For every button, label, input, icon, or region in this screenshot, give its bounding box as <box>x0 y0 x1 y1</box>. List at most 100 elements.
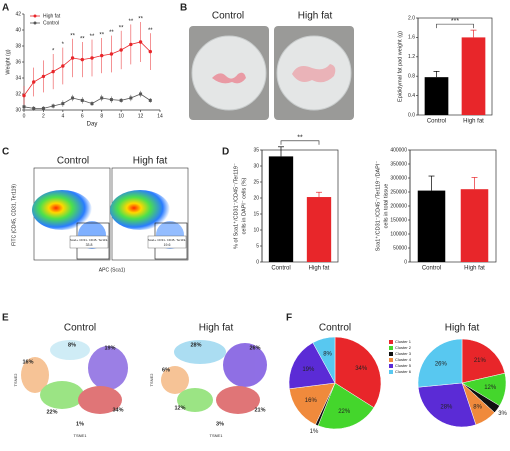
photo-title: Control <box>212 11 244 22</box>
marker <box>41 74 46 79</box>
y-tick-label: 150000 <box>390 217 407 223</box>
panel-label: F <box>286 313 292 324</box>
marker <box>80 57 84 62</box>
plot-frame <box>261 149 339 263</box>
marker <box>61 102 65 106</box>
plot-frame <box>409 149 497 263</box>
plot-frame <box>417 17 493 116</box>
marker <box>100 53 104 58</box>
cluster-label: 6% <box>162 367 170 373</box>
pie-label: 21% <box>474 358 487 364</box>
y-tick-label: 10 <box>253 227 259 233</box>
legend-swatch <box>389 346 393 350</box>
panel-label: D <box>222 147 229 158</box>
pie-slice <box>417 382 477 428</box>
legend-swatch <box>389 352 393 356</box>
x-tick-label: 4 <box>61 113 64 119</box>
y-tick-label: 35 <box>253 147 259 153</box>
significance: ** <box>70 33 75 39</box>
y-tick-label: 0.8 <box>408 74 415 80</box>
marker <box>129 42 133 47</box>
marker <box>41 106 45 110</box>
bar <box>306 197 332 262</box>
pie-slice <box>289 382 336 425</box>
marker <box>148 49 152 54</box>
tsne-x-label: TSNE1 <box>210 433 224 438</box>
significance: ** <box>138 17 143 23</box>
x-tick-label: Control <box>271 266 290 272</box>
pie-label: 34% <box>355 366 368 372</box>
legend-label: Cluster 3 <box>395 351 412 356</box>
significance: ** <box>90 34 95 40</box>
x-tick-label: 14 <box>157 113 163 119</box>
bar <box>268 156 294 262</box>
marker <box>138 40 143 44</box>
series-line <box>23 41 151 96</box>
marker <box>90 56 94 60</box>
flow-title: Control <box>57 156 89 167</box>
significance: ** <box>129 19 134 25</box>
flow-x-label: APC (Sca1) <box>99 267 126 273</box>
significance: ** <box>99 33 104 39</box>
marker <box>139 92 143 96</box>
gate-box <box>69 235 109 249</box>
marker <box>51 69 55 74</box>
legend-label: Cluster 2 <box>395 345 412 350</box>
bar <box>460 189 489 262</box>
cluster-label: 21% <box>254 407 265 413</box>
panel-label: A <box>2 3 9 14</box>
gate-value: 19.6 <box>164 243 171 247</box>
pie-label: 12% <box>484 385 497 391</box>
x-tick-label: Control <box>427 119 446 125</box>
tsne-plot <box>21 340 267 414</box>
pie-label: 8% <box>323 352 332 358</box>
y-tick-label: 250000 <box>390 189 407 195</box>
gate-box <box>147 235 187 249</box>
y-tick-label: 0.4 <box>408 93 415 99</box>
significance: *** <box>451 18 459 25</box>
pie-label: 26% <box>435 361 448 367</box>
x-tick-label: 6 <box>81 113 84 119</box>
x-tick-label: 10 <box>118 113 124 119</box>
legend-label: Control <box>43 20 59 26</box>
gate-value: 33.8 <box>86 243 93 247</box>
legend-marker <box>33 14 37 18</box>
marker <box>148 98 152 102</box>
panel-label: E <box>2 313 9 324</box>
x-tick-label: 2 <box>42 113 45 119</box>
y-tick-label: 350000 <box>390 161 407 167</box>
y-tick-label: 2.0 <box>408 15 415 21</box>
y-tick-label: 0 <box>256 259 259 265</box>
series-line <box>23 93 151 109</box>
gate-label: Sca1+ CD31- CD45- Ter119- <box>148 238 186 242</box>
x-tick-label: High fat <box>309 266 330 272</box>
tsne-x-label: TSNE1 <box>74 433 88 438</box>
significance: ** <box>148 28 153 34</box>
y-tick-label: 0 <box>404 259 407 265</box>
cluster-label: 8% <box>68 342 76 348</box>
y-axis-label: % of Sca1⁺/CD31⁻/CD45⁻/Ter119⁻ <box>232 163 239 249</box>
significance: ** <box>297 135 303 142</box>
bar <box>424 77 449 115</box>
pie-label: 16% <box>305 398 318 404</box>
cluster-label: 19% <box>104 345 115 351</box>
cluster-label: 22% <box>46 409 57 415</box>
panel-label: B <box>180 3 187 14</box>
legend-swatch <box>389 340 393 344</box>
pie-label: 8% <box>473 405 482 411</box>
y-axis-label: cells in total tissue <box>383 184 389 229</box>
marker <box>32 80 36 84</box>
tsne-title: Control <box>64 323 96 334</box>
pie-label: 22% <box>338 409 351 415</box>
y-tick-label: 50000 <box>393 245 407 251</box>
y-tick-label: 34 <box>15 75 21 81</box>
y-tick-label: 32 <box>15 91 21 97</box>
pie-title: High fat <box>445 323 480 334</box>
x-tick-label: 8 <box>100 113 103 119</box>
y-axis-label: Epididymal fat pad weight (g) <box>397 31 403 102</box>
x-axis-label: Day <box>87 122 98 128</box>
legend-label: Cluster 5 <box>395 363 412 368</box>
legend-label: Cluster 4 <box>395 357 412 362</box>
pie-title: Control <box>319 323 351 334</box>
